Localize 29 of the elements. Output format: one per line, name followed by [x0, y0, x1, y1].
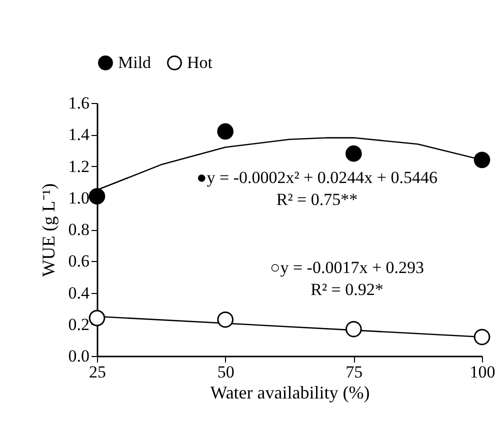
point [88, 188, 106, 204]
point [217, 123, 234, 140]
y-tick-label: 1.2 [68, 156, 90, 176]
x-tick-label: 25 [89, 362, 106, 382]
legend-label: Mild [118, 52, 152, 72]
point [217, 311, 234, 328]
y-tick-label: 0.0 [68, 346, 90, 366]
y-tick-label: 0.6 [68, 252, 90, 271]
point [346, 145, 362, 162]
y-tick-label: 0.4 [68, 283, 90, 302]
annotation: R² = 0.75** [276, 190, 358, 209]
annotation: ●y = -0.0002x² + 0.0244x + 0.5446 [196, 168, 438, 187]
y-tick-label: 1.0 [68, 188, 90, 208]
x-tick-label: 100 [470, 362, 496, 382]
x-tick-label: 50 [217, 362, 234, 382]
x-tick-label: 75 [346, 362, 363, 382]
point [88, 310, 106, 326]
y-tick-label: 1.6 [68, 94, 90, 112]
annotation: R² = 0.92* [310, 280, 384, 299]
point [474, 328, 490, 346]
legend-label: Hot [187, 52, 213, 72]
y-tick-label: 0.2 [68, 314, 90, 334]
y-axis-title: WUE (g L⁻¹) [38, 183, 58, 277]
point [346, 320, 362, 338]
annotation: ○y = -0.0017x + 0.293 [270, 258, 424, 277]
point [474, 152, 490, 168]
y-tick-label: 1.4 [68, 125, 90, 144]
x-axis-title: Water availability (%) [210, 382, 370, 402]
y-tick-label: 0.8 [68, 220, 90, 239]
